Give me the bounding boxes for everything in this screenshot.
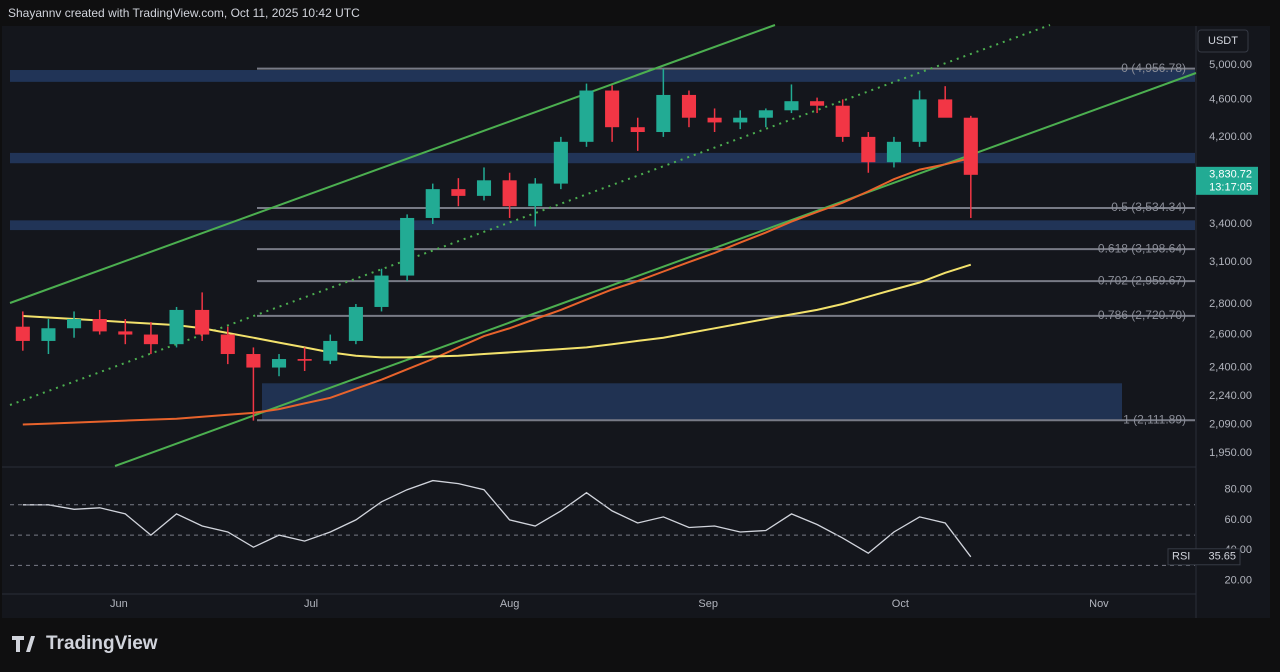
candle-body [810, 101, 825, 106]
x-tick-label: Sep [698, 598, 718, 610]
rsi-label-box [1167, 548, 1241, 566]
y-tick-label: 3,100.00 [1209, 256, 1252, 268]
supply-demand-zone [10, 70, 1195, 82]
currency-box [1197, 29, 1249, 53]
rsi-title: RSI [1172, 551, 1190, 563]
candle-body [323, 340, 338, 361]
candle-body [118, 331, 133, 335]
candle-body [67, 318, 82, 329]
fib-label: 0.5 (3,534.34) [1111, 200, 1186, 214]
candle-body [195, 309, 210, 335]
y-tick-label: 2,400.00 [1209, 361, 1252, 373]
candle-body [835, 105, 850, 137]
candle-body [630, 127, 645, 133]
x-tick-label: Jun [110, 598, 128, 610]
candle-body [963, 117, 978, 175]
y-tick-label: 1,950.00 [1209, 447, 1252, 459]
candle-body [733, 117, 748, 123]
supply-demand-zone [10, 152, 1195, 164]
candle-body [579, 90, 594, 142]
fibonacci: 0 (4,956.78) 0.5 (3,534.34) 0.618 (3,198.6… [257, 61, 1195, 426]
y-tick-label: 2,240.00 [1209, 390, 1252, 402]
x-tick-label: Jul [304, 598, 318, 610]
zones [10, 70, 1195, 421]
y-tick-label: 2,090.00 [1209, 418, 1252, 430]
candle-body [681, 94, 697, 118]
logo: TradingView [12, 633, 158, 654]
candle-body [451, 189, 466, 196]
fib-label: 0.786 (2,720.70) [1098, 308, 1186, 322]
fib-label: 1 (2,111.89) [1123, 412, 1186, 426]
candle-body [220, 334, 235, 355]
candle-body [400, 217, 415, 276]
x-tick-label: Aug [500, 598, 520, 610]
y-tick-label: 2,800.00 [1209, 298, 1252, 310]
rsi-line [22, 479, 972, 558]
x-tick-label: Oct [892, 598, 909, 610]
fib-label: 0.702 (2,959.67) [1098, 273, 1186, 287]
candle-body [886, 141, 901, 163]
candle-body [425, 189, 440, 218]
candle-body [246, 354, 261, 368]
candle-body [656, 94, 671, 133]
candle-body [92, 318, 107, 332]
channel-mid [9, 24, 1051, 406]
candle-body [297, 359, 312, 361]
candle-body [912, 99, 927, 142]
candle-body [143, 334, 158, 345]
candle-body [348, 306, 363, 341]
plot [15, 68, 978, 558]
candle-body [784, 101, 799, 111]
candle-body [15, 326, 30, 341]
y-tick-label: 3,400.00 [1209, 218, 1252, 230]
y-tick-label: 5,000.00 [1209, 59, 1252, 71]
logo-text: TradingView [46, 633, 158, 654]
candle-body [271, 359, 287, 368]
y-tick-label: 4,600.00 [1209, 93, 1252, 105]
candle-body [605, 90, 620, 128]
candle-body [374, 275, 389, 307]
candle-body [502, 180, 517, 207]
candle-body [528, 183, 543, 207]
countdown: 13:17:05 [1209, 182, 1252, 194]
rsi-tick-label: 20.00 [1224, 574, 1252, 586]
fib-label: 0.618 (3,198.64) [1098, 241, 1186, 255]
channel-lower [114, 72, 1197, 467]
supply-demand-zone [10, 220, 1195, 231]
candle-body [861, 136, 876, 163]
last-price-box [1196, 166, 1258, 195]
last-price: 3,830.72 [1209, 169, 1252, 181]
chart-area [2, 26, 1270, 618]
candle-body [707, 117, 722, 123]
currency: USDT [1208, 35, 1238, 47]
rsi-tick-label: 60.00 [1224, 514, 1252, 526]
candle-body [41, 328, 56, 341]
candle-body [553, 141, 568, 184]
supply-demand-zone [262, 383, 1122, 421]
y-tick-label: 4,200.00 [1209, 131, 1252, 143]
candle-body [169, 309, 184, 345]
x-tick-label: Nov [1089, 598, 1109, 610]
y-tick-label: 2,600.00 [1209, 328, 1252, 340]
moving-average [22, 157, 972, 426]
header: Shayannv created with TradingView.com, O… [8, 6, 360, 20]
logo-icon [12, 636, 35, 652]
channel-upper [9, 24, 776, 304]
rsi-tick-label: 80.00 [1224, 484, 1252, 496]
candle-body [758, 110, 773, 118]
rsi-value: 35.65 [1208, 551, 1236, 563]
fib-label: 0 (4,956.78) [1121, 61, 1186, 75]
candle-body [476, 180, 492, 196]
candle-body [938, 99, 953, 118]
